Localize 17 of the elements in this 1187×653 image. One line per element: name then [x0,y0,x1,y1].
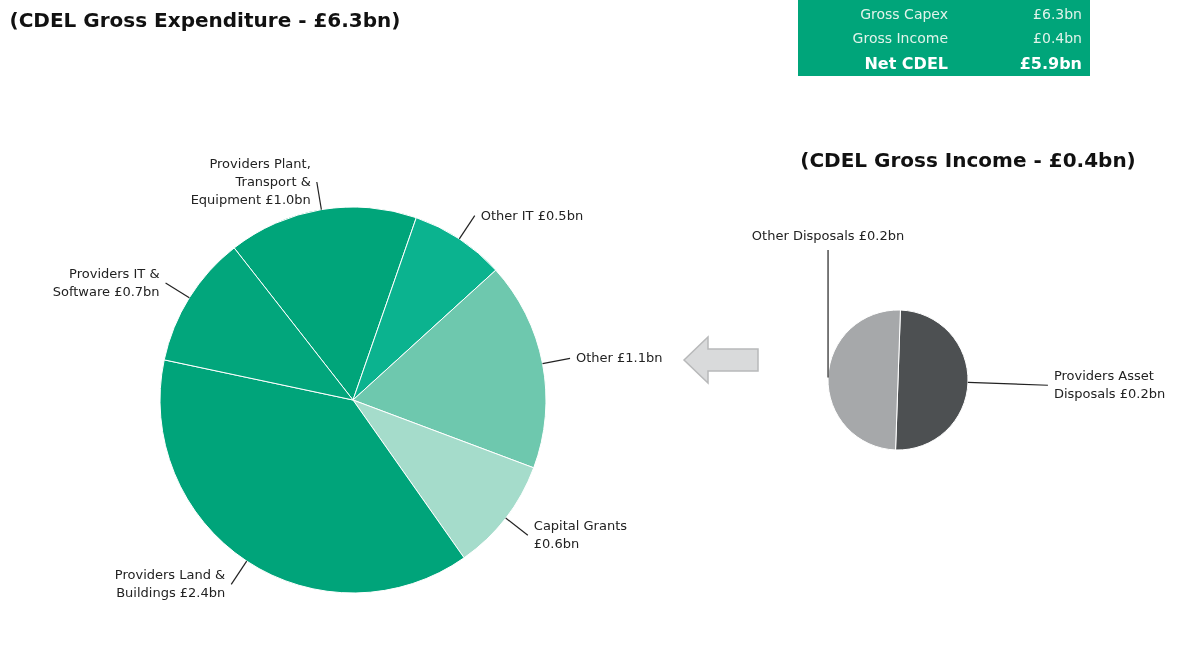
slice-label: Other £1.1bn [576,349,663,365]
slice-label: Providers Land & Buildings £2.4bn [114,566,226,600]
slice-label: Providers Asset Disposals £0.2bn [1053,367,1166,401]
text: Gross Capex [860,6,948,22]
text: £5.9bn [1019,54,1082,73]
text: Net CDEL [864,54,948,73]
slice-label: Providers Plant, Transport & Equipment £1.0bn [190,155,311,207]
text: £6.3bn [1033,6,1082,22]
text: Gross Income [852,30,948,46]
text: £0.4bn [1033,30,1082,46]
chart-title: (CDEL Gross Income - £0.4bn) [800,148,1136,172]
slice-label: Other IT £0.5bn [480,207,584,223]
slice-label: Other Disposals £0.2bn [751,228,905,243]
slice-label: Capital Grants [533,517,628,533]
chart-title: (CDEL Gross Expenditure - £6.3bn) [9,8,401,32]
slice-label: Providers IT & Software £0.7bn [52,265,160,299]
data-label: £0.6bn [533,535,580,551]
